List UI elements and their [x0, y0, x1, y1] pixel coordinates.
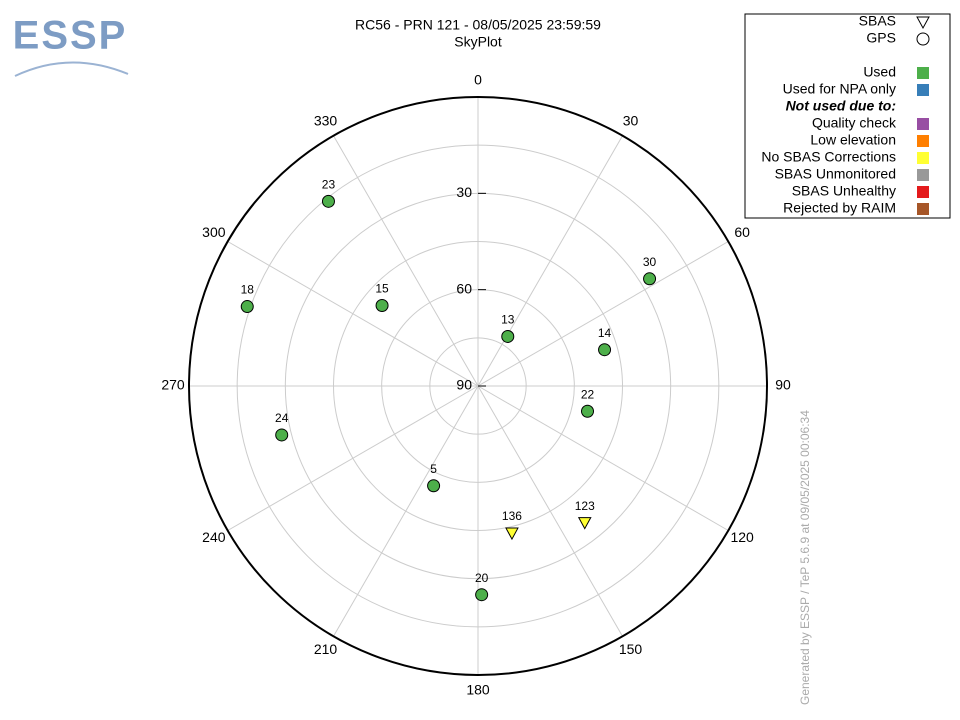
spoke [333, 135, 479, 387]
legend-swatch [917, 118, 929, 130]
legend-swatch [917, 169, 929, 181]
legend-swatch [917, 186, 929, 198]
point-label: 18 [241, 283, 255, 297]
azimuth-label: 90 [775, 377, 791, 393]
legend-swatch [917, 203, 929, 215]
legend-label: Used for NPA only [783, 81, 896, 97]
logo: ESSP [13, 14, 129, 77]
legend-label: Low elevation [810, 132, 896, 148]
marker [375, 299, 389, 313]
logo-text: ESSP [13, 14, 128, 58]
point-label: 22 [581, 387, 595, 401]
point-label: 13 [501, 313, 515, 327]
point-label: 23 [322, 178, 336, 192]
marker [577, 517, 592, 530]
point-label: 123 [575, 499, 595, 513]
point-label: 136 [502, 509, 522, 523]
legend-label: SBAS Unhealthy [792, 183, 896, 199]
legend-heading: Not used due to: [786, 98, 896, 114]
spoke [477, 385, 729, 531]
chart-title: RC56 - PRN 121 - 08/05/2025 23:59:59 [355, 17, 601, 33]
point-label: 5 [430, 462, 437, 476]
azimuth-label: 0 [474, 72, 482, 88]
legend-box [744, 13, 951, 219]
azimuth-label: 180 [466, 682, 490, 698]
footer: Generated by ESSP / TeP 5.6.9 at 09/05/2… [798, 410, 812, 705]
legend-label: SBAS Unmonitored [775, 166, 896, 182]
spoke [333, 385, 479, 637]
marker [581, 404, 595, 418]
point-label: 24 [275, 411, 289, 425]
azimuth-label: 30 [623, 113, 639, 129]
legend-label: Rejected by RAIM [783, 200, 896, 216]
azimuth-label: 270 [161, 377, 185, 393]
marker [240, 300, 254, 314]
point-label: 15 [375, 282, 389, 296]
legend-swatch [917, 152, 929, 164]
r-tick-label: 60 [456, 280, 472, 296]
azimuth-label: 330 [314, 113, 338, 129]
marker [598, 343, 612, 357]
marker [321, 194, 335, 208]
legend-symbol [916, 32, 930, 46]
marker [501, 329, 515, 343]
legend-swatch [917, 67, 929, 79]
legend-label: SBAS [859, 13, 896, 29]
marker [475, 588, 489, 602]
point-label: 14 [598, 326, 612, 340]
spoke [477, 385, 623, 637]
legend-label: Used [863, 64, 896, 80]
legend-swatch [917, 84, 929, 96]
marker [275, 428, 289, 442]
azimuth-label: 150 [619, 641, 643, 657]
logo-swoosh [14, 61, 129, 77]
r-tick-label: 90 [456, 377, 472, 393]
azimuth-label: 240 [202, 529, 226, 545]
chart-subtitle: SkyPlot [454, 34, 502, 50]
outer-ring [188, 96, 768, 676]
legend-label: No SBAS Corrections [761, 149, 896, 165]
legend-label: GPS [866, 30, 896, 46]
spoke [227, 385, 479, 531]
legend-swatch [917, 135, 929, 147]
marker [505, 527, 519, 541]
azimuth-label: 300 [202, 224, 226, 240]
legend-label: Quality check [812, 115, 897, 131]
point-label: 20 [475, 571, 489, 585]
spoke [227, 241, 479, 387]
spoke [477, 135, 623, 387]
marker [427, 479, 441, 493]
marker [643, 272, 657, 286]
point-label: 30 [643, 255, 657, 269]
azimuth-label: 210 [314, 641, 338, 657]
spoke [477, 241, 729, 387]
r-tick-label: 30 [456, 184, 472, 200]
azimuth-label: 60 [734, 224, 750, 240]
legend-symbol [916, 16, 930, 30]
azimuth-label: 120 [730, 529, 754, 545]
